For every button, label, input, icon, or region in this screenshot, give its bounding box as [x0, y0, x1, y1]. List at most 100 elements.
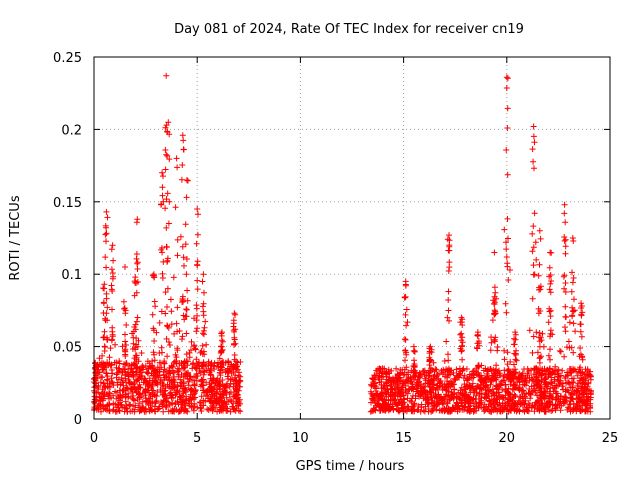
data-point: [565, 389, 572, 396]
data-point: [132, 368, 139, 375]
data-point: [537, 392, 544, 399]
data-point: [489, 406, 496, 413]
data-point: [169, 400, 176, 407]
data-point: [161, 360, 168, 367]
data-point: [152, 392, 159, 399]
data-point: [489, 386, 496, 393]
data-point: [99, 374, 106, 381]
data-point: [534, 381, 541, 388]
data-point: [183, 177, 190, 184]
data-point: [581, 384, 588, 391]
data-point: [420, 395, 427, 402]
data-point: [505, 235, 511, 242]
data-point: [184, 362, 191, 369]
data-point: [471, 368, 478, 374]
data-point: [166, 342, 173, 348]
data-point: [225, 368, 232, 375]
data-point: [216, 378, 223, 385]
data-point: [530, 333, 537, 340]
data-point: [99, 401, 106, 408]
data-point: [106, 354, 113, 361]
data-point: [562, 324, 568, 331]
data-point: [505, 408, 512, 415]
data-point: [162, 124, 169, 131]
data-point: [402, 347, 409, 354]
data-point: [502, 300, 509, 307]
data-point: [431, 405, 438, 412]
data-point: [536, 330, 543, 336]
data-point: [231, 340, 237, 347]
data-point: [485, 375, 492, 382]
data-point: [497, 394, 504, 400]
data-point: [227, 397, 234, 403]
data-point: [225, 359, 232, 366]
data-point: [172, 204, 179, 211]
data-point: [518, 401, 525, 408]
data-point: [567, 401, 574, 408]
data-point: [389, 391, 396, 398]
data-point: [491, 249, 498, 256]
data-point: [560, 273, 567, 280]
data-point: [164, 381, 171, 388]
data-point: [232, 393, 239, 400]
data-point: [372, 388, 379, 394]
data-point: [408, 386, 415, 393]
data-point: [220, 359, 227, 366]
data-point: [462, 392, 469, 399]
data-point: [523, 379, 530, 386]
data-point: [230, 383, 237, 390]
data-point: [579, 369, 586, 376]
data-point: [470, 400, 477, 407]
data-point: [200, 271, 207, 278]
data-point: [511, 341, 518, 348]
data-point: [199, 278, 206, 285]
data-point: [188, 338, 195, 345]
data-point: [231, 310, 238, 317]
data-point: [535, 366, 541, 372]
data-point: [445, 392, 452, 399]
data-point: [124, 408, 131, 415]
data-point: [190, 407, 197, 414]
data-point: [466, 373, 473, 380]
data-point: [151, 327, 157, 334]
data-point: [401, 336, 408, 343]
data-point: [166, 198, 173, 205]
data-point: [152, 378, 159, 385]
data-point: [447, 396, 454, 403]
data-point: [579, 379, 586, 386]
data-point: [531, 165, 537, 172]
data-point: [473, 389, 480, 396]
data-point: [170, 394, 176, 401]
data-point: [388, 367, 395, 374]
data-point: [236, 383, 243, 390]
data-point: [532, 402, 539, 409]
data-point: [507, 376, 513, 383]
data-point: [503, 147, 510, 153]
data-point: [535, 272, 542, 279]
data-point: [547, 272, 554, 278]
data-point: [503, 85, 510, 91]
data-point: [183, 306, 190, 313]
data-point: [145, 387, 152, 394]
data-point: [149, 381, 156, 388]
data-point: [562, 289, 569, 295]
data-point: [415, 403, 422, 409]
plot-frame: [93, 56, 611, 420]
data-point: [122, 338, 129, 345]
data-point: [507, 267, 513, 273]
data-point: [179, 293, 186, 300]
data-point: [442, 407, 449, 414]
data-point: [533, 329, 540, 336]
data-point: [102, 344, 108, 350]
data-point: [554, 367, 560, 374]
data-point: [178, 362, 185, 369]
data-point: [130, 392, 137, 399]
data-point: [525, 400, 532, 407]
data-point: [110, 382, 117, 389]
data-point: [570, 307, 577, 314]
data-point: [146, 382, 153, 389]
data-point: [460, 375, 467, 381]
data-point: [496, 400, 503, 406]
data-point: [427, 368, 434, 374]
data-point: [546, 264, 553, 271]
